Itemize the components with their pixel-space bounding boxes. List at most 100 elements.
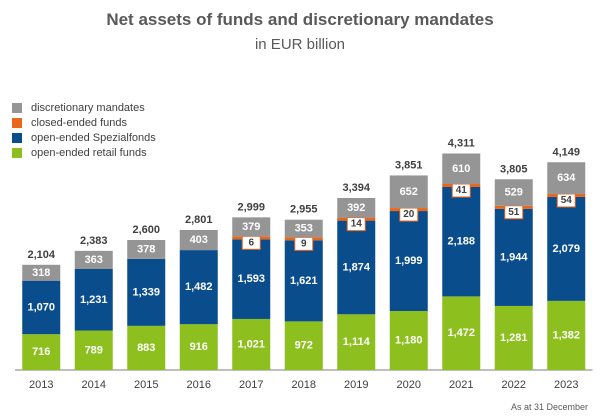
data-label: 1,382 [552,329,580,341]
bar-segment [74,330,113,370]
bar-segment [179,324,218,370]
data-label: 529 [505,187,523,199]
chart-subtitle: in EUR billion [254,36,346,53]
data-label: 363 [85,254,103,266]
data-label: 392 [347,202,365,214]
bar-segment [389,175,428,209]
legend-swatch [12,102,22,113]
bar-segment [494,179,533,206]
legend-item-open-ended-spezialfonds: open-ended Spezialfonds [12,130,156,145]
total-label: 2,383 [80,235,108,247]
bar-segment [74,269,113,331]
data-label: 1,593 [237,273,265,285]
bar-segment [494,305,533,370]
bar-segment [494,208,533,306]
data-label: 716 [32,346,50,358]
data-label: 1,472 [447,327,475,339]
total-label: 2,999 [237,201,265,213]
bar-segment [284,219,323,238]
bar-segment [22,280,61,335]
data-label: 1,621 [290,275,318,287]
legend-swatch [12,147,22,158]
data-label: 1,281 [500,332,528,344]
total-label: 2,801 [185,214,213,226]
legend-label: open-ended Spezialfonds [31,131,156,144]
data-label: 1,114 [343,336,371,348]
total-label: 3,394 [342,182,370,194]
bar-segment [127,325,166,370]
bar-segment [442,153,481,184]
data-label: 610 [452,163,470,175]
x-tick-label: 2021 [449,379,473,391]
x-tick-label: 2023 [554,379,578,391]
data-label: 1,070 [27,301,55,313]
x-tick-label: 2017 [239,379,263,391]
data-label: 318 [32,267,50,279]
bar-segment [547,162,586,194]
bar-segment [179,250,218,325]
bar-segment [337,198,376,218]
data-label: 14 [351,219,363,230]
x-tick-label: 2022 [502,379,526,391]
bar-segment [74,250,113,269]
data-label: 1,944 [500,251,528,263]
bar-segment [179,229,218,251]
bar-segment [232,318,271,370]
x-tick-label: 2015 [134,379,158,391]
bar-segment [22,264,61,281]
data-label: 1,021 [237,338,265,350]
legend-swatch [12,117,22,128]
data-label: 54 [561,195,573,206]
total-label: 2,955 [290,204,318,216]
total-label: 3,851 [395,159,423,171]
bar-segment [284,240,323,322]
total-label: 4,149 [552,146,580,158]
data-label: 378 [137,243,155,255]
data-label: 1,180 [395,335,423,347]
x-tick-label: 2018 [292,379,316,391]
bar-segment [127,240,166,259]
data-label: 20 [403,209,415,220]
total-label: 4,311 [448,138,475,150]
bar-segment [389,211,428,311]
data-label: 2,079 [552,243,580,255]
data-label: 1,999 [395,255,423,267]
bar-segment [337,220,376,315]
bar-segment [389,311,428,370]
x-tick-label: 2014 [82,379,106,391]
data-label: 652 [400,186,418,198]
total-label: 2,600 [132,224,160,236]
footnote: As at 31 December [510,402,588,412]
x-tick-label: 2016 [187,379,211,391]
bar-segment [442,187,481,297]
data-label: 41 [456,185,468,196]
bar-segment [232,239,271,319]
data-label: 1,231 [80,294,108,306]
data-label: 634 [557,172,576,184]
x-tick-label: 2013 [29,379,53,391]
chart-legend: discretionary mandates closed-ended fund… [12,100,156,160]
data-label: 1,874 [342,261,370,273]
bar-segment [547,196,586,301]
bar-segment [127,258,166,326]
data-label: 2,188 [447,236,475,248]
bar-segment [22,334,61,370]
data-label: 403 [190,234,208,246]
total-label: 3,805 [500,163,528,175]
bar-segment [284,321,323,370]
bar-segment [232,217,271,237]
bar-segment [442,296,481,370]
bar-segment [547,300,586,370]
data-label: 1,339 [132,286,160,298]
legend-swatch [12,132,22,143]
x-tick-label: 2020 [397,379,421,391]
data-label: 9 [301,238,307,249]
data-label: 51 [508,207,520,218]
legend-label: closed-ended funds [31,116,128,129]
data-label: 6 [248,237,254,248]
chart-title: Net assets of funds and discretionary ma… [106,10,494,29]
data-label-box [294,236,314,251]
data-label: 789 [85,344,103,356]
data-label: 883 [137,342,155,354]
data-label-box [399,207,419,222]
